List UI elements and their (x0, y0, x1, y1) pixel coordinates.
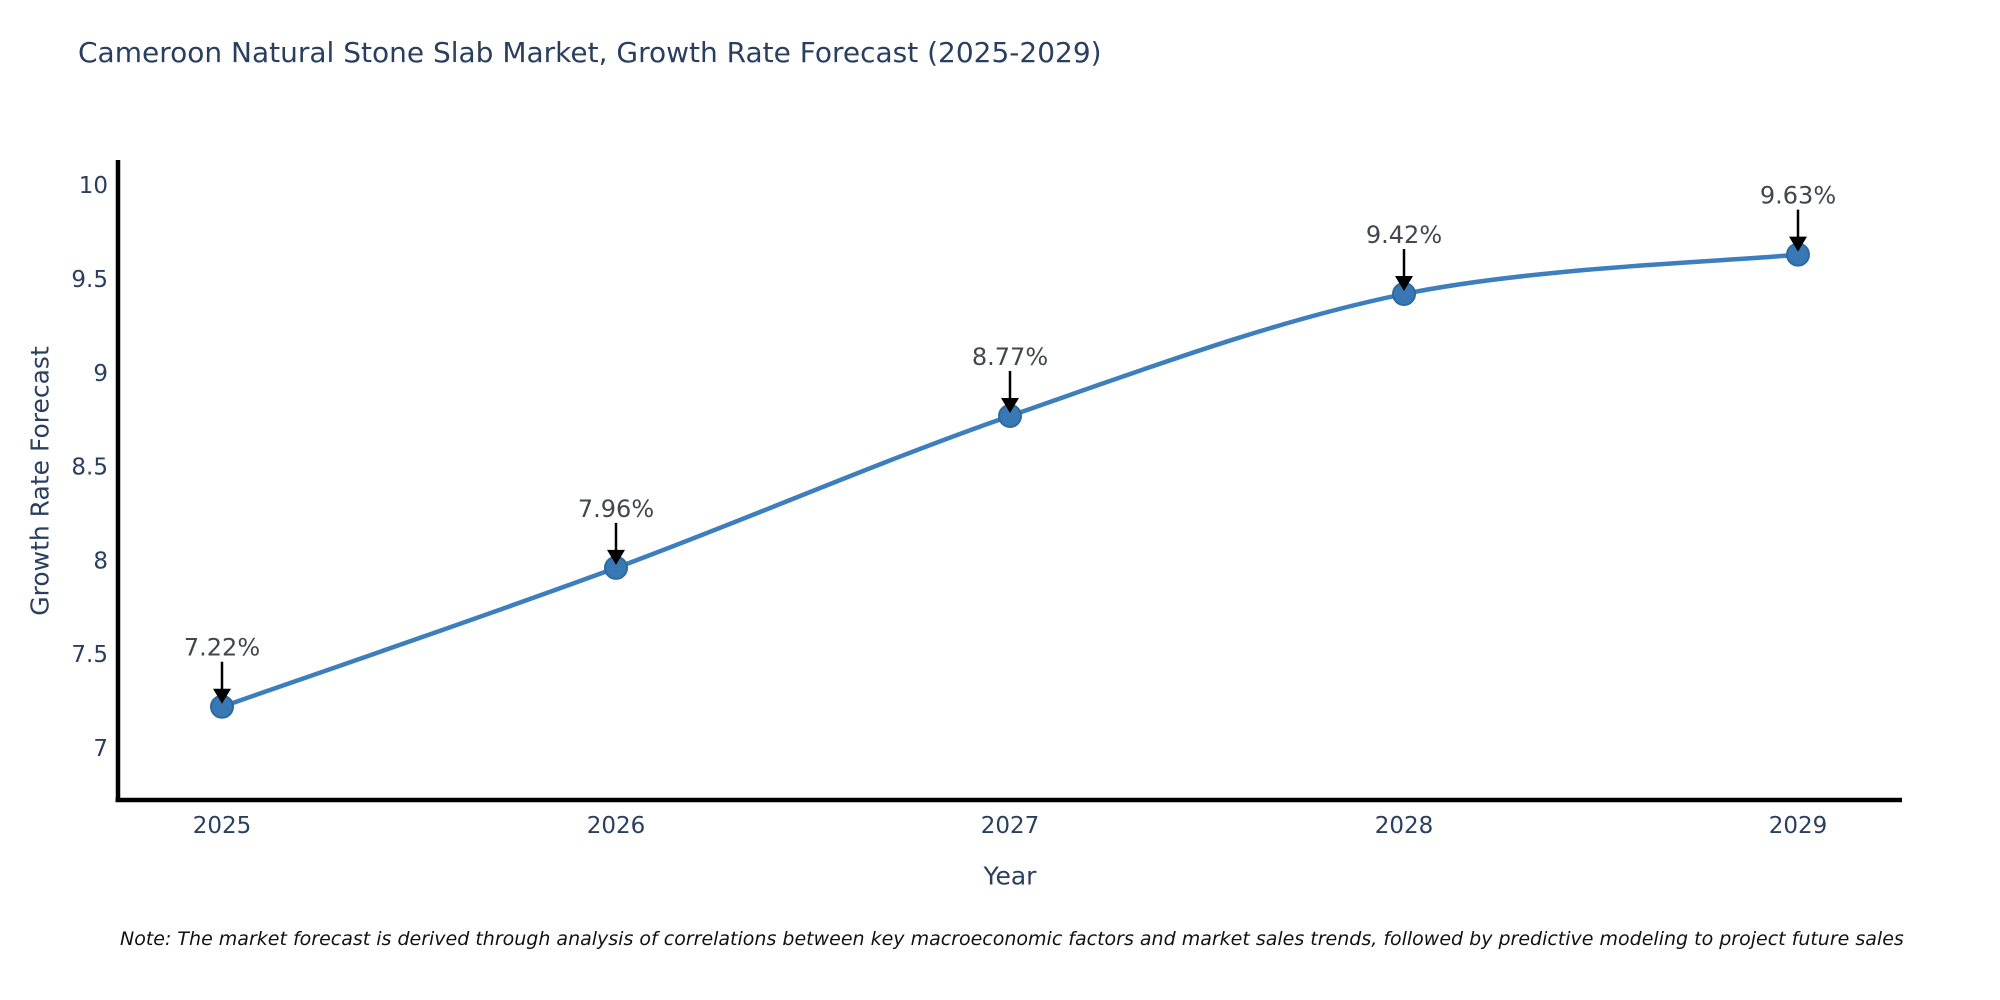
chart-title: Cameroon Natural Stone Slab Market, Grow… (78, 36, 1102, 69)
x-tick-label: 2025 (193, 813, 252, 839)
x-axis-tick-labels: 2025 2026 2027 2028 2029 (193, 813, 1828, 839)
point-label: 9.42% (1366, 221, 1442, 249)
y-tick-label: 8 (93, 548, 108, 574)
x-tick-label: 2027 (981, 813, 1040, 839)
footnote: Note: The market forecast is derived thr… (120, 928, 1904, 950)
annotation-arrowhead-icon (1395, 276, 1413, 292)
annotation-arrowhead-icon (1789, 236, 1807, 252)
y-tick-label: 7 (93, 736, 108, 762)
point-label: 8.77% (972, 343, 1048, 371)
point-label: 7.96% (578, 495, 654, 523)
y-axis-tick-labels: 7 7.5 8 8.5 9 9.5 10 (71, 173, 108, 762)
x-tick-label: 2026 (587, 813, 646, 839)
y-tick-label: 8.5 (71, 455, 108, 481)
y-tick-label: 9 (93, 361, 108, 387)
y-tick-label: 7.5 (71, 642, 108, 668)
series-line (221, 252, 1799, 709)
point-annotations: 7.22% 7.96% 8.77% 9.42% 9.63% (184, 182, 1836, 704)
annotation-arrowhead-icon (1001, 397, 1019, 413)
x-axis-title: Year (983, 861, 1037, 891)
y-tick-label: 10 (79, 173, 108, 199)
annotation-arrowhead-icon (213, 688, 231, 704)
y-axis-title: Growth Rate Forecast (25, 346, 55, 616)
point-label: 7.22% (184, 634, 260, 662)
x-tick-label: 2029 (1769, 813, 1828, 839)
data-point-markers (210, 242, 1810, 719)
annotation-arrowhead-icon (607, 549, 625, 565)
forecast-line (221, 252, 1799, 709)
y-tick-label: 9.5 (71, 267, 108, 293)
point-label: 9.63% (1760, 182, 1836, 210)
x-tick-label: 2028 (1375, 813, 1434, 839)
